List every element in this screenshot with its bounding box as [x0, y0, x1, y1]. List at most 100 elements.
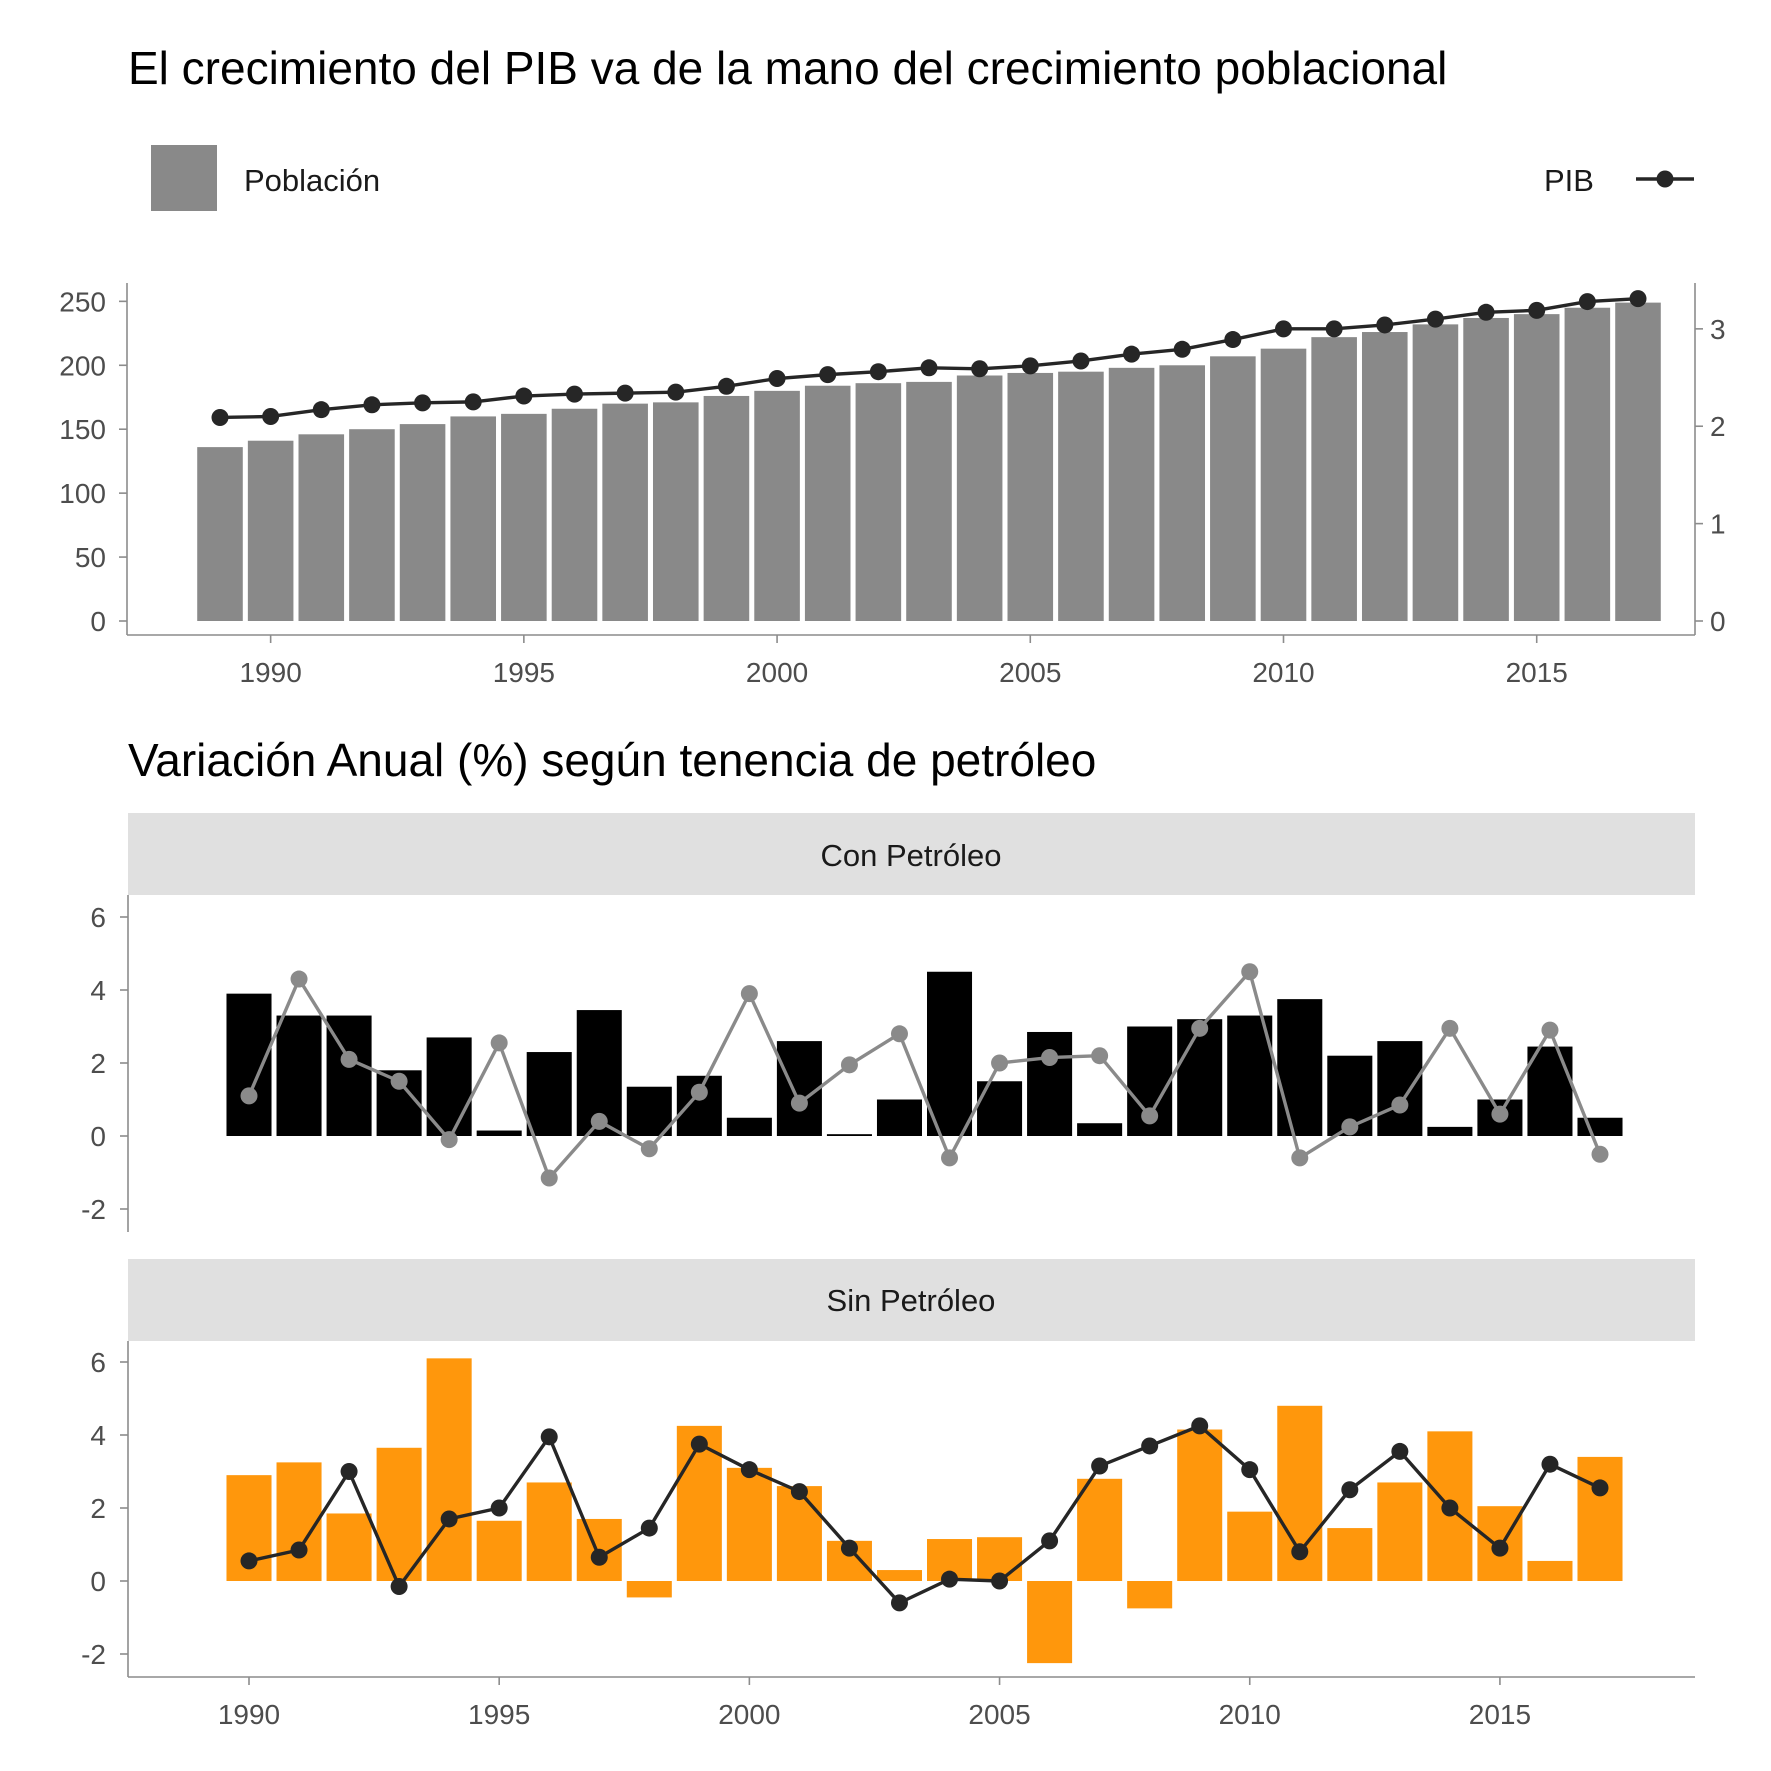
panel2-axes: 6 4 2 0 -2 1990 1995 2000 2005 2010 2015 — [81, 1341, 1695, 1730]
variation-bar — [1277, 999, 1323, 1136]
variation-bar — [476, 1130, 522, 1136]
variation-point — [890, 1594, 908, 1612]
variation-point — [1591, 1479, 1609, 1497]
variation-point — [1541, 1021, 1559, 1039]
poblacion-bar — [1361, 332, 1408, 621]
panel2-bars — [226, 1358, 1623, 1664]
pib-point — [667, 383, 685, 401]
variation-point — [840, 1539, 858, 1557]
variation-point — [1041, 1532, 1059, 1550]
y-tick-label: 0 — [90, 1566, 106, 1597]
variation-point — [1491, 1105, 1509, 1123]
poblacion-bar — [1412, 324, 1459, 621]
poblacion-bar — [1058, 371, 1104, 621]
pib-point — [1224, 331, 1242, 349]
variation-point — [240, 1087, 258, 1105]
poblacion-bar — [349, 429, 395, 621]
variation-point — [1141, 1107, 1159, 1125]
x-tick-label: 2010 — [1252, 657, 1314, 688]
y-tick-label: 0 — [90, 1121, 106, 1152]
poblacion-bar — [1564, 307, 1611, 621]
chart1-bars — [197, 302, 1661, 621]
poblacion-bar — [247, 440, 294, 621]
pib-point — [1578, 293, 1596, 311]
strip-label-sin-petroleo: Sin Petróleo — [827, 1283, 996, 1318]
poblacion-bar — [1108, 367, 1155, 621]
variation-point — [440, 1131, 458, 1149]
poblacion-bar — [298, 434, 345, 621]
x-tick-label: 2005 — [968, 1699, 1030, 1730]
variation-bar — [876, 1570, 922, 1581]
y-left-tick-label: 150 — [59, 414, 106, 445]
poblacion-bar — [1210, 356, 1256, 621]
variation-point — [1541, 1455, 1559, 1473]
pib-point — [211, 408, 229, 426]
variation-bar — [526, 1482, 572, 1581]
pib-point — [515, 387, 533, 405]
variation-point — [390, 1577, 408, 1595]
chart1-line — [211, 290, 1647, 426]
pib-point — [1021, 357, 1039, 375]
x-tick-label: 1990 — [239, 657, 301, 688]
pib-point — [1123, 345, 1141, 363]
chart2-title: Variación Anual (%) según tenencia de pe… — [128, 734, 1096, 786]
variation-bar — [1577, 1456, 1623, 1581]
poblacion-bar — [703, 395, 750, 621]
poblacion-bar — [855, 383, 902, 621]
panel1-bars — [226, 971, 1623, 1136]
legend-poblacion-label: Población — [244, 163, 380, 198]
pib-point — [1275, 320, 1292, 338]
poblacion-bar — [1513, 314, 1560, 621]
y-tick-label: 2 — [90, 1048, 106, 1079]
variation-bar — [1027, 1581, 1073, 1664]
pib-point — [616, 384, 634, 402]
variation-point — [1241, 1461, 1259, 1479]
variation-point — [390, 1072, 408, 1090]
legend-pib-key-point — [1656, 170, 1674, 188]
variation-bar — [1377, 1041, 1423, 1136]
x-tick-label: 2010 — [1219, 1699, 1281, 1730]
variation-bar — [1127, 1581, 1173, 1609]
variation-bar — [1177, 1429, 1223, 1581]
pib-point — [414, 394, 432, 412]
y-right-tick-label: 0 — [1710, 606, 1726, 637]
poblacion-bar — [501, 413, 547, 621]
legend-pib-label: PIB — [1544, 163, 1594, 198]
variation-bar — [276, 1462, 322, 1581]
x-tick-label: 2000 — [718, 1699, 780, 1730]
variation-point — [1391, 1096, 1409, 1114]
variation-point — [1141, 1437, 1159, 1455]
variation-point — [840, 1056, 858, 1074]
variation-point — [1441, 1019, 1459, 1037]
x-tick-label: 2015 — [1469, 1699, 1531, 1730]
pib-point — [1072, 352, 1090, 370]
variation-bar — [1577, 1117, 1623, 1136]
y-left-tick-label: 0 — [90, 606, 106, 637]
variation-point — [1341, 1481, 1359, 1499]
variation-point — [1341, 1118, 1359, 1136]
variation-bar — [1177, 1019, 1223, 1136]
poblacion-bar — [652, 402, 699, 621]
variation-point — [1291, 1543, 1309, 1561]
variation-bar — [326, 1513, 372, 1581]
variation-point — [941, 1570, 959, 1588]
variation-bar — [276, 1015, 322, 1136]
variation-point — [1241, 963, 1259, 981]
poblacion-bar — [804, 385, 851, 621]
variation-point — [941, 1149, 959, 1167]
variation-point — [240, 1552, 258, 1570]
chart1-title: El crecimiento del PIB va de la mano del… — [128, 42, 1447, 94]
variation-point — [440, 1510, 458, 1528]
variation-bar — [226, 993, 272, 1136]
y-tick-label: -2 — [81, 1194, 106, 1225]
panel-sin-petroleo: Sin Petróleo 6 4 2 0 -2 1990 1995 2000 2005 2010 2… — [81, 1259, 1695, 1730]
pib-point — [1528, 301, 1546, 319]
variation-point — [890, 1025, 908, 1043]
x-tick-label: 1995 — [493, 657, 555, 688]
strip-con-petroleo — [128, 813, 1695, 895]
variation-point — [340, 1463, 358, 1480]
pib-point — [971, 360, 989, 378]
variation-point — [690, 1435, 708, 1453]
pib-point — [1376, 316, 1394, 334]
y-right-tick-label: 1 — [1710, 509, 1726, 540]
